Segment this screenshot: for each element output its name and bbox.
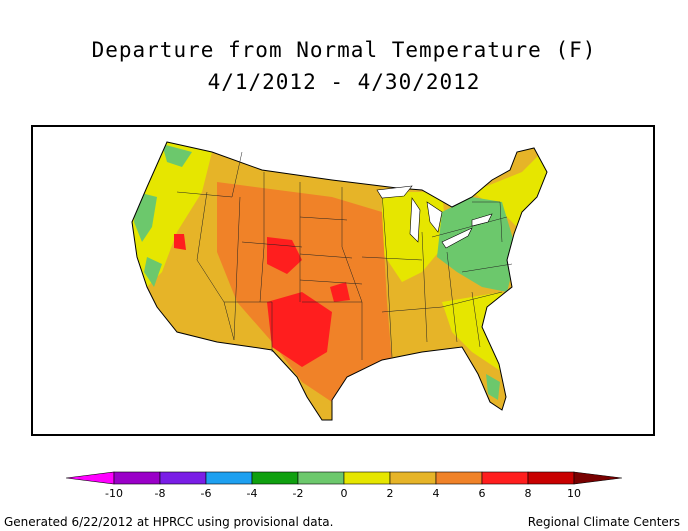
- temperature-departure-map: [131, 141, 548, 421]
- legend-tick-label: 6: [478, 487, 486, 500]
- legend-tick-label: -4: [246, 487, 258, 500]
- generated-note: Generated 6/22/2012 at HPRCC using provi…: [4, 515, 334, 529]
- legend-tick-label: 8: [524, 487, 532, 500]
- legend-bin: [389, 471, 437, 485]
- legend-tick-label: 2: [386, 487, 394, 500]
- legend-bin: [297, 471, 345, 485]
- legend-tick-label: -8: [154, 487, 166, 500]
- legend-tick-label: -2: [292, 487, 304, 500]
- credit-text: Regional Climate Centers: [527, 515, 680, 529]
- legend-bin: [66, 471, 115, 485]
- legend-tick-label: 0: [340, 487, 348, 500]
- map-date-range: 4/1/2012 - 4/30/2012: [207, 70, 481, 94]
- legend-bin: [481, 471, 529, 485]
- color-legend-bar: [66, 471, 622, 485]
- legend-tick-label: 4: [432, 487, 440, 500]
- legend-tick-label: -10: [105, 487, 123, 500]
- legend-tick-label: 10: [567, 487, 581, 500]
- legend-bin: [527, 471, 575, 485]
- legend-bin: [113, 471, 161, 485]
- legend-bin: [159, 471, 207, 485]
- legend-bin: [343, 471, 391, 485]
- legend-bin: [251, 471, 299, 485]
- legend-bin: [435, 471, 483, 485]
- legend-tick-label: -6: [200, 487, 212, 500]
- map-title: Departure from Normal Temperature (F): [91, 38, 597, 62]
- legend-bin: [205, 471, 253, 485]
- map-frame: [31, 125, 655, 436]
- legend-bin: [573, 471, 622, 485]
